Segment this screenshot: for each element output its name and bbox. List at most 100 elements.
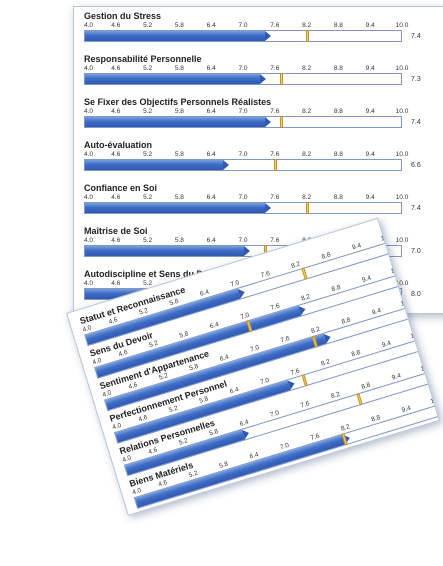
scale-title: Auto-évaluation — [84, 140, 153, 150]
tick-label: 10.0 — [395, 151, 409, 158]
tick-label: 8.8 — [333, 108, 343, 115]
tick-label: 6.4 — [206, 151, 216, 158]
tick-label: 6.4 — [206, 194, 216, 201]
tick-label: 10.0 — [395, 22, 409, 29]
tick-label: 8.8 — [333, 151, 343, 158]
tick-label: 4.0 — [84, 22, 94, 29]
tick-label: 8.8 — [333, 194, 343, 201]
tick-label: 4.0 — [84, 108, 94, 115]
tick-label: 7.0 — [238, 151, 248, 158]
tick-label: 7.0 — [238, 108, 248, 115]
tick-label: 5.2 — [143, 237, 153, 244]
scale-bar — [85, 203, 266, 213]
tick-label: 10.0 — [409, 329, 424, 341]
scale-value: 7.0 — [411, 248, 421, 255]
tick-label: 9.4 — [365, 22, 375, 29]
tick-label: 5.2 — [143, 280, 153, 287]
bar-arrow-icon — [265, 117, 272, 127]
scale-value: 7.4 — [411, 205, 421, 212]
tick-label: 8.8 — [333, 65, 343, 72]
scale-row: Auto-évaluation 4.0 4.6 5.2 5.8 6.4 7.0 7.6 8.2 8… — [84, 140, 434, 184]
tick-label: 6.4 — [206, 22, 216, 29]
scale-value: 7.3 — [411, 76, 421, 83]
scale-title: Autodiscipline et Sens du Devoir — [84, 269, 225, 279]
scale-title: Confiance en Soi — [84, 183, 158, 193]
tick-label: 8.2 — [302, 108, 312, 115]
scale-title: Maîtrise de Soi — [84, 226, 148, 236]
reference-marker — [301, 374, 308, 387]
tick-label: 5.8 — [174, 22, 184, 29]
tick-label: 4.6 — [111, 108, 121, 115]
reference-marker — [301, 267, 309, 280]
tick-label: 7.6 — [270, 151, 280, 158]
tick-label: 7.0 — [238, 194, 248, 201]
reference-marker — [279, 116, 283, 128]
tick-label: 7.0 — [238, 22, 248, 29]
tick-label: 10.0 — [395, 280, 409, 287]
bar-arrow-icon — [222, 160, 229, 170]
scale-track — [84, 30, 402, 42]
tick-label: 10.0 — [395, 237, 409, 244]
tick-label: 8.2 — [302, 65, 312, 72]
tick-label: 4.6 — [111, 237, 121, 244]
tick-label: 10.0 — [395, 65, 409, 72]
tick-label: 7.6 — [270, 65, 280, 72]
tick-label: 6.4 — [206, 237, 216, 244]
scale-row: Gestion du Stress 4.0 4.6 5.2 5.8 6.4 7.0 7.6 8.… — [84, 11, 434, 55]
tick-label: 8.2 — [302, 151, 312, 158]
tick-label: 4.6 — [111, 22, 121, 29]
scale-bar — [85, 246, 244, 256]
bar-arrow-icon — [259, 74, 266, 84]
tick-label: 9.4 — [365, 108, 375, 115]
reference-marker — [279, 73, 283, 85]
scale-row: Se Fixer des Objectifs Personnels Réalis… — [84, 97, 434, 141]
reference-marker — [356, 392, 364, 406]
tick-label: 10.0 — [395, 108, 409, 115]
tick-label: 7.6 — [270, 108, 280, 115]
tick-label: 7.0 — [238, 65, 248, 72]
tick-label: 4.0 — [84, 280, 94, 287]
tick-label: 8.2 — [302, 22, 312, 29]
tick-label: 7.6 — [270, 237, 280, 244]
tick-label: 5.8 — [174, 237, 184, 244]
bar-arrow-icon — [265, 203, 272, 213]
reference-marker — [274, 159, 278, 171]
tick-label: 9.4 — [365, 151, 375, 158]
scale-row: Confiance en Soi 4.0 4.6 5.2 5.8 6.4 7.0 7.6 8.2… — [84, 183, 434, 227]
scale-bar — [85, 31, 266, 41]
tick-label: 4.6 — [111, 65, 121, 72]
tick-label: 5.8 — [174, 65, 184, 72]
tick-label: 4.0 — [84, 237, 94, 244]
scale-bar — [85, 160, 223, 170]
tick-label: 4.0 — [84, 65, 94, 72]
tick-label: 5.8 — [174, 194, 184, 201]
scale-bar — [85, 74, 260, 84]
tick-label: 10.0 — [429, 395, 440, 406]
tick-label: 6.4 — [206, 108, 216, 115]
tick-label: 10.0 — [395, 194, 409, 201]
tick-label: 4.0 — [84, 151, 94, 158]
scale-title: Se Fixer des Objectifs Personnels Réalis… — [84, 97, 272, 107]
scale-value: 6.6 — [411, 162, 421, 169]
scale-track — [84, 73, 402, 85]
scale-title: Responsabilité Personnelle — [84, 54, 202, 64]
tick-label: 5.2 — [143, 108, 153, 115]
tick-label: 7.0 — [238, 237, 248, 244]
scale-track — [84, 159, 402, 171]
tick-label: 5.2 — [143, 65, 153, 72]
tick-label: 8.8 — [333, 22, 343, 29]
tick-label: 4.6 — [111, 151, 121, 158]
reference-marker — [306, 30, 310, 42]
tick-label: 5.2 — [143, 22, 153, 29]
tick-label: 4.6 — [111, 280, 121, 287]
tick-label: 9.4 — [365, 65, 375, 72]
tick-label: 6.4 — [206, 65, 216, 72]
reference-marker — [306, 202, 310, 214]
scale-track — [84, 202, 402, 214]
tick-label: 4.0 — [84, 194, 94, 201]
scale-row: Responsabilité Personnelle 4.0 4.6 5.2 5.8 6.… — [84, 54, 434, 98]
tick-label: 5.8 — [174, 108, 184, 115]
scale-value: 7.4 — [411, 33, 421, 40]
scale-value: 7.4 — [427, 336, 440, 347]
scale-bar — [85, 117, 266, 127]
